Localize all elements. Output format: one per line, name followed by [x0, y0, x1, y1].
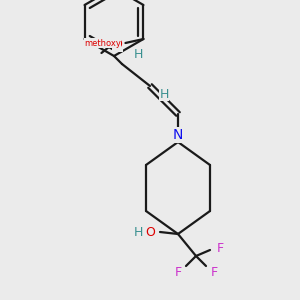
Text: methoxy: methoxy	[84, 38, 121, 47]
Text: O: O	[145, 226, 155, 238]
Text: H: H	[133, 47, 143, 61]
Text: H: H	[159, 88, 169, 100]
Text: F: F	[210, 266, 218, 278]
Text: F: F	[174, 266, 182, 278]
Text: F: F	[216, 242, 224, 254]
Text: H: H	[133, 226, 143, 238]
Text: O: O	[112, 38, 122, 52]
Text: N: N	[173, 128, 183, 142]
